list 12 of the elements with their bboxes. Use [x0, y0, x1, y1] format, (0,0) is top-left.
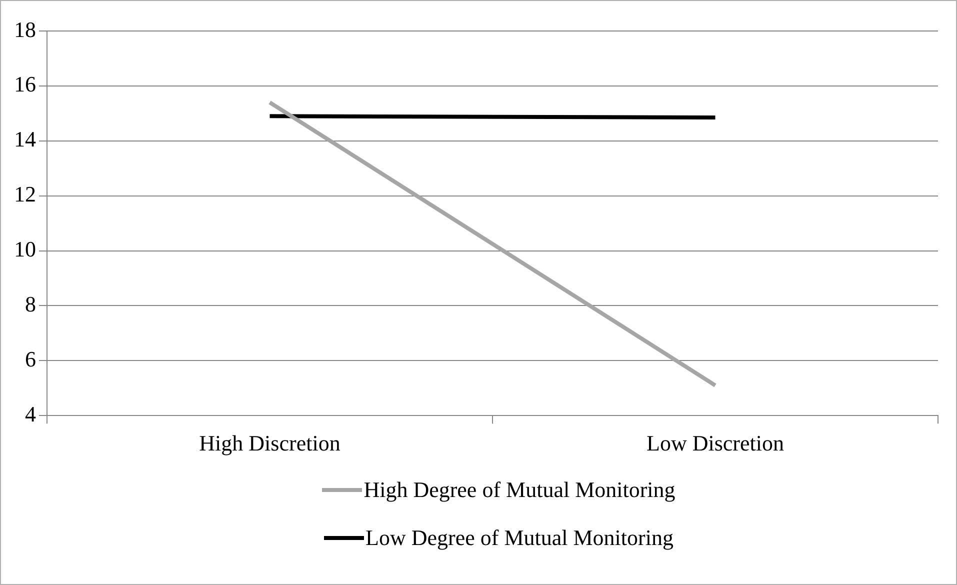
legend-label: Low Degree of Mutual Monitoring [366, 525, 674, 551]
y-tick-label: 10 [14, 236, 36, 262]
y-tick-label: 18 [14, 16, 36, 42]
y-tick-label: 6 [25, 346, 36, 372]
x-tick-label: High Discretion [199, 430, 340, 456]
y-tick-label: 4 [25, 401, 36, 426]
y-tick-label: 12 [14, 182, 36, 207]
y-tick-label: 14 [14, 126, 36, 152]
y-tick-label: 8 [25, 291, 36, 316]
y-tick-label: 16 [14, 72, 36, 97]
legend-label: High Degree of Mutual Monitoring [364, 477, 676, 503]
x-tick-label: Low Discretion [646, 430, 784, 456]
